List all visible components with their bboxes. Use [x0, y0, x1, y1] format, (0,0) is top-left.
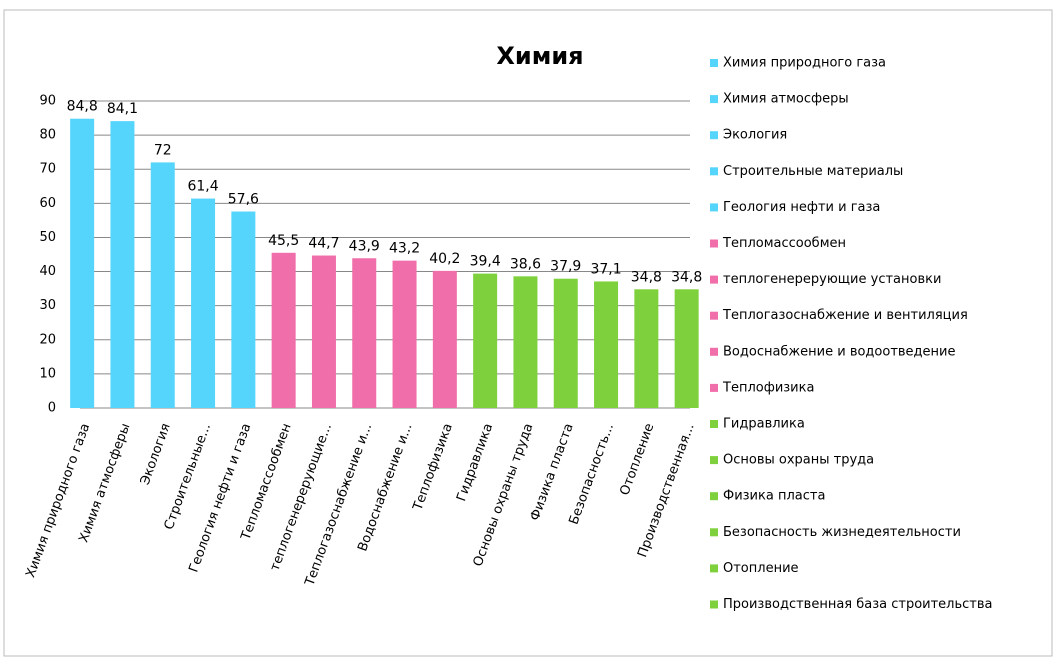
legend-label: Гидравлика [723, 417, 805, 432]
bar [110, 121, 135, 409]
legend-label: Строительные материалы [723, 164, 903, 179]
legend-label: Основы охраны труда [723, 453, 874, 468]
bar [311, 255, 336, 408]
data-label: 45,5 [268, 233, 299, 249]
legend-label: Химия природного газа [723, 56, 886, 71]
bar [432, 270, 457, 408]
y-tick-label: 80 [39, 128, 56, 143]
bar [150, 162, 175, 408]
y-tick-label: 50 [39, 230, 56, 245]
data-label: 39,4 [470, 254, 501, 270]
legend-label: Водоснабжение и водоотведение [723, 344, 956, 359]
bar [513, 276, 538, 408]
legend-swatch [710, 239, 718, 248]
bar [70, 118, 95, 408]
legend-swatch [710, 167, 718, 176]
data-label: 84,8 [67, 99, 98, 115]
y-tick-label: 40 [39, 264, 56, 279]
legend-swatch [710, 600, 718, 609]
legend-swatch [710, 59, 718, 67]
y-tick-label: 70 [39, 162, 56, 177]
y-tick-label: 60 [39, 196, 56, 211]
data-label: 61,4 [187, 179, 218, 195]
y-tick-label: 10 [39, 366, 56, 381]
legend-swatch [710, 347, 718, 356]
legend-swatch [710, 275, 718, 284]
legend-swatch [710, 528, 718, 537]
data-label: 37,1 [590, 261, 621, 277]
bar [191, 198, 216, 408]
legend-label: Экология [723, 128, 787, 143]
data-label: 72 [154, 142, 172, 158]
legend-swatch [710, 203, 718, 212]
data-label: 84,1 [107, 101, 138, 117]
legend-label: теплогенерерующие установки [723, 272, 941, 287]
data-label: 57,6 [228, 192, 259, 208]
legend-swatch [710, 131, 718, 140]
data-label: 44,7 [308, 236, 339, 252]
legend-label: Отопление [723, 561, 799, 576]
data-label: 34,8 [631, 269, 662, 285]
legend-label: Производственная база строительства [723, 597, 993, 612]
legend-swatch [710, 95, 718, 104]
data-label: 43,2 [389, 241, 420, 257]
legend-label: Физика пласта [723, 489, 825, 504]
data-label: 43,9 [349, 238, 380, 254]
bar [352, 258, 377, 408]
bar [674, 289, 699, 408]
legend-swatch [710, 456, 718, 465]
legend-label: Теплогазоснабжение и вентиляция [722, 308, 968, 323]
legend-swatch [710, 420, 718, 428]
y-tick-label: 20 [39, 332, 56, 347]
data-label: 34,8 [671, 269, 702, 285]
data-label: 37,9 [550, 259, 581, 275]
legend-label: Химия атмосферы [723, 92, 849, 107]
y-tick-label: 30 [39, 298, 56, 313]
bar [553, 278, 578, 408]
data-label: 40,2 [429, 251, 460, 267]
bar [594, 281, 619, 408]
bar [392, 260, 417, 408]
legend-swatch [710, 564, 718, 573]
legend-swatch [710, 383, 718, 392]
y-tick-label: 90 [39, 94, 56, 109]
legend-label: Безопасность жизнедеятельности [723, 525, 961, 540]
data-label: 38,6 [510, 256, 541, 272]
bar [231, 211, 256, 408]
bar [473, 273, 498, 408]
bar [634, 289, 659, 408]
bar [271, 252, 296, 408]
legend-label: Тепломассообмен [722, 236, 846, 251]
legend-swatch [710, 492, 718, 501]
chart-title: Химия [496, 42, 583, 70]
legend-label: Геология нефти и газа [723, 200, 880, 215]
legend-label: Теплофизика [722, 380, 814, 395]
y-tick-label: 0 [48, 401, 56, 416]
legend-swatch [710, 311, 718, 320]
